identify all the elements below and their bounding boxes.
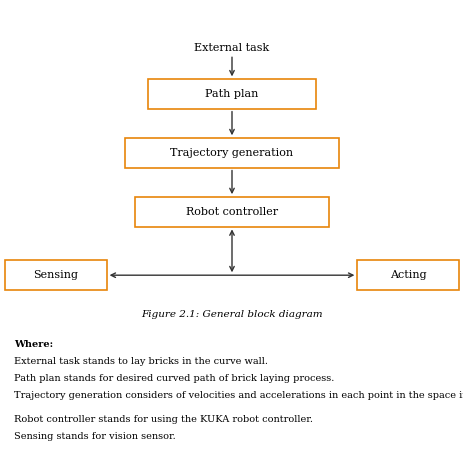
Text: Robot controller stands for using the KUKA robot controller.: Robot controller stands for using the KU… <box>14 415 312 424</box>
Text: Robot controller: Robot controller <box>186 207 277 217</box>
Bar <box>357 260 458 290</box>
Text: Figure 2.1: General block diagram: Figure 2.1: General block diagram <box>141 310 322 319</box>
Bar <box>5 260 106 290</box>
Text: Sensing: Sensing <box>33 270 78 280</box>
Text: Trajectory generation: Trajectory generation <box>170 148 293 158</box>
Text: Where:: Where: <box>14 340 53 349</box>
Text: Path plan stands for desired curved path of brick laying process.: Path plan stands for desired curved path… <box>14 374 333 383</box>
Text: Acting: Acting <box>389 270 425 280</box>
Text: External task stands to lay bricks in the curve wall.: External task stands to lay bricks in th… <box>14 357 267 366</box>
Bar <box>148 79 315 109</box>
Text: Sensing stands for vision sensor.: Sensing stands for vision sensor. <box>14 432 175 441</box>
Text: Path plan: Path plan <box>205 89 258 99</box>
Text: Trajectory generation considers of velocities and accelerations in each point in: Trajectory generation considers of veloc… <box>14 391 463 400</box>
Bar <box>134 197 329 226</box>
Text: External task: External task <box>194 43 269 53</box>
Bar <box>125 138 338 168</box>
